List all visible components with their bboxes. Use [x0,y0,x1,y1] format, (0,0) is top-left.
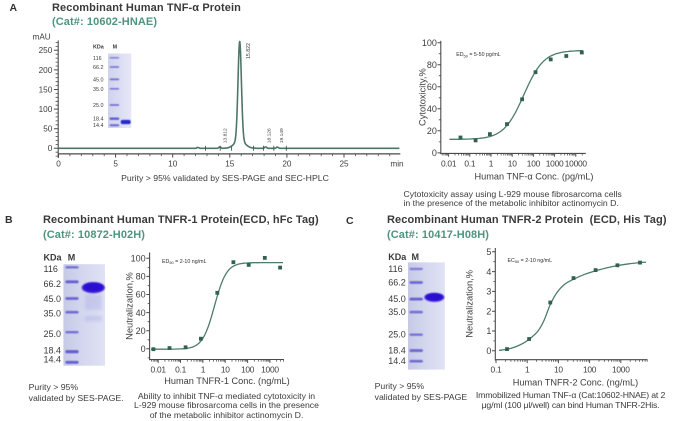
svg-text:KDa: KDa [93,44,105,50]
svg-text:min: min [390,159,404,168]
svg-text:40: 40 [136,308,146,318]
svg-text:1000: 1000 [612,365,630,375]
svg-text:0: 0 [141,344,146,354]
svg-text:14.4: 14.4 [44,355,62,365]
svg-text:18.126: 18.126 [266,128,272,143]
svg-text:Human TNFR-1 Conc. (ng/mL): Human TNFR-1 Conc. (ng/mL) [164,376,289,386]
svg-text:10: 10 [221,365,230,375]
svg-text:1000: 1000 [546,158,564,168]
svg-text:0.01: 0.01 [151,365,167,375]
svg-text:100: 100 [583,365,597,375]
svg-text:35.0: 35.0 [93,87,104,93]
svg-text:20: 20 [136,326,146,336]
svg-text:150: 150 [39,85,53,94]
svg-text:19.149: 19.149 [279,128,285,143]
svg-text:25.0: 25.0 [93,103,104,109]
svg-text:KDa: KDa [388,252,407,262]
svg-text:66.2: 66.2 [44,279,62,289]
svg-text:100: 100 [39,105,53,114]
svg-text:ED50 = 2-10 ng/mL: ED50 = 2-10 ng/mL [162,259,207,265]
svg-text:66.2: 66.2 [93,65,104,71]
svg-text:45.0: 45.0 [44,294,62,304]
svg-text:0.1: 0.1 [491,365,502,375]
svg-text:50: 50 [43,125,53,134]
svg-text:25.0: 25.0 [388,330,406,340]
svg-text:0: 0 [486,346,491,356]
svg-text:1: 1 [489,158,494,168]
svg-text:10000: 10000 [565,158,588,168]
svg-text:2: 2 [486,306,491,316]
svg-text:45.0: 45.0 [388,294,406,304]
svg-text:14.4: 14.4 [388,356,406,366]
svg-text:60: 60 [136,290,146,300]
svg-text:18.4: 18.4 [44,346,62,356]
svg-text:20: 20 [427,126,437,136]
svg-text:5: 5 [113,159,118,168]
svg-text:mAU: mAU [33,33,51,42]
svg-text:200: 200 [39,66,53,75]
svg-text:0.1: 0.1 [464,158,475,168]
svg-text:116: 116 [388,264,402,274]
svg-text:KDa: KDa [44,253,63,263]
svg-text:0.01: 0.01 [441,158,457,168]
svg-text:1000: 1000 [261,365,279,375]
svg-text:0: 0 [432,148,437,158]
svg-text:1: 1 [486,326,491,336]
svg-text:10: 10 [554,365,563,375]
svg-text:80: 80 [427,60,437,70]
svg-text:15.822: 15.822 [246,43,252,59]
svg-text:13.812: 13.812 [222,128,228,143]
svg-text:250: 250 [39,46,53,55]
svg-text:45.0: 45.0 [93,77,104,83]
svg-text:10: 10 [168,159,178,168]
svg-text:35.0: 35.0 [44,309,62,319]
svg-text:40: 40 [427,104,437,114]
svg-text:15: 15 [225,159,235,168]
svg-text:116: 116 [44,264,58,274]
svg-text:M: M [113,44,118,50]
svg-text:25.0: 25.0 [44,329,62,339]
svg-text:35.0: 35.0 [388,307,406,317]
svg-text:1: 1 [201,365,206,375]
svg-text:116: 116 [93,56,102,62]
svg-text:0.1: 0.1 [175,365,186,375]
svg-text:1: 1 [525,365,530,375]
svg-text:14.4: 14.4 [93,123,104,129]
svg-text:3: 3 [486,287,491,297]
svg-text:4: 4 [486,267,491,277]
svg-text:Neutralization,%: Neutralization,% [125,272,135,340]
svg-text:100: 100 [131,254,146,264]
svg-text:25: 25 [339,159,349,168]
svg-text:Human TNFR-2 Conc. (ng/mL): Human TNFR-2 Conc. (ng/mL) [513,378,638,388]
svg-text:66.2: 66.2 [388,278,406,288]
svg-text:100: 100 [422,38,437,48]
svg-text:ED50 = 5-50 pg/mL: ED50 = 5-50 pg/mL [456,52,501,58]
svg-text:100: 100 [241,365,255,375]
svg-text:80: 80 [136,272,146,282]
svg-text:100: 100 [527,158,541,168]
svg-text:0: 0 [48,144,53,153]
svg-text:10: 10 [508,158,517,168]
svg-text:5: 5 [486,247,491,257]
svg-text:18.4: 18.4 [93,117,104,123]
svg-text:Human TNF-α Conc. (pg/mL): Human TNF-α Conc. (pg/mL) [475,171,594,181]
svg-text:Neutralization,%: Neutralization,% [465,270,475,338]
svg-text:M: M [68,253,76,263]
svg-text:Cytotoxicity,%: Cytotoxicity,% [417,68,427,126]
svg-text:M: M [412,252,420,262]
svg-text:0: 0 [56,159,61,168]
svg-text:EC50 = 2-10 ng/mL: EC50 = 2-10 ng/mL [508,258,553,264]
svg-text:60: 60 [427,82,437,92]
svg-text:18.4: 18.4 [388,346,406,356]
svg-text:20: 20 [282,159,292,168]
